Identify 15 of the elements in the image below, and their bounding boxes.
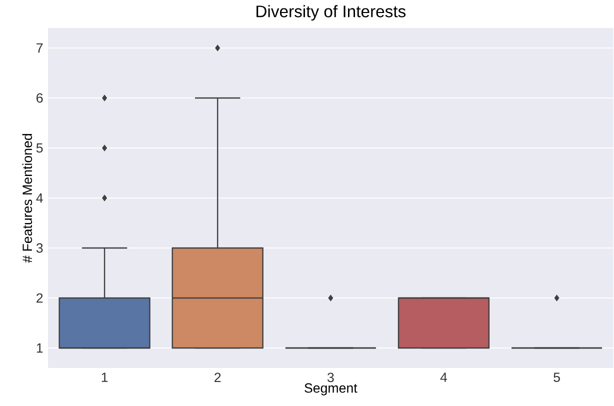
y-tick-label: 6 [36,93,43,103]
y-tick-label: 3 [36,243,43,253]
x-axis-title: Segment [304,383,358,396]
y-tick-label: 4 [36,193,43,203]
y-tick-label: 5 [36,143,43,153]
y-axis-title: # Features Mentioned [22,134,32,263]
x-tick-label: 3 [327,372,334,382]
x-tick-label: 4 [440,372,448,382]
y-tick-label: 7 [36,43,43,53]
y-tick-label: 2 [36,293,43,303]
x-tick-label: 2 [214,372,221,382]
chart-title: Diversity of Interests [256,5,406,21]
x-tick-label: 5 [554,372,560,382]
y-tick-label: 1 [36,343,43,353]
x-tick-label: 1 [102,372,108,382]
